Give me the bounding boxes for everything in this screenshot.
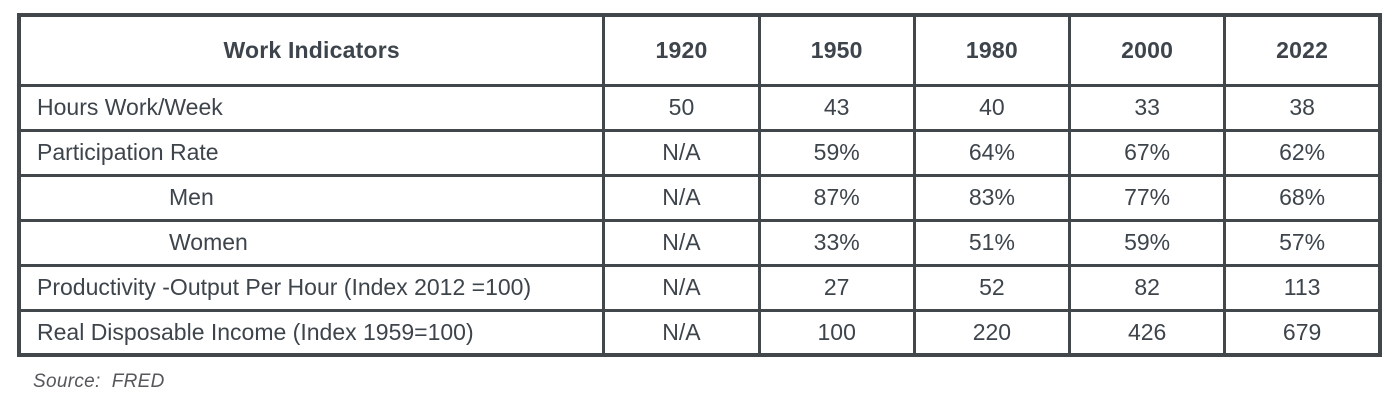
value-cell: 83% [912,173,1072,222]
table-row: Women N/A 33% 51% 59% 57% [17,218,1382,267]
source-caption: Source: FRED [33,371,165,392]
value-cell: 52 [912,263,1072,312]
value-cell: 113 [1223,263,1382,312]
row-label-cell: Men [17,173,606,222]
value-cell: 82 [1068,263,1227,312]
table-row: Participation Rate N/A 59% 64% 67% 62% [17,128,1382,177]
value-cell: 27 [757,263,916,312]
value-cell: N/A [602,263,761,312]
value-cell: 100 [757,308,916,357]
value-cell: 59% [1068,218,1227,267]
value-cell: 57% [1223,218,1382,267]
value-cell: 33 [1068,83,1227,132]
value-cell: 33% [757,218,916,267]
table-row: Productivity -Output Per Hour (Index 201… [17,263,1382,312]
value-cell: N/A [602,128,761,177]
value-cell: 50 [602,83,761,132]
row-label-cell: Hours Work/Week [17,83,606,132]
value-cell: N/A [602,218,761,267]
value-cell: 43 [757,83,916,132]
value-cell: N/A [602,308,761,357]
column-header-year: 1950 [757,13,916,87]
value-cell: 38 [1223,83,1382,132]
table-row: Men N/A 87% 83% 77% 68% [17,173,1382,222]
value-cell: 64% [912,128,1072,177]
column-header-year: 2000 [1068,13,1227,87]
value-cell: 87% [757,173,916,222]
table-row: Real Disposable Income (Index 1959=100) N… [17,308,1382,357]
column-header-year: 2022 [1223,13,1382,87]
value-cell: 68% [1223,173,1382,222]
value-cell: 220 [912,308,1072,357]
value-cell: 77% [1068,173,1227,222]
table-body: Hours Work/Week 50 43 40 33 38 Participation R… [17,83,1382,357]
column-header-indicators: Work Indicators [17,13,606,87]
table-row: Hours Work/Week 50 43 40 33 38 [17,83,1382,132]
value-cell: 67% [1068,128,1227,177]
column-header-year: 1920 [602,13,761,87]
value-cell: 679 [1223,308,1382,357]
column-header-year: 1980 [912,13,1072,87]
value-cell: 40 [912,83,1072,132]
table-header: Work Indicators 1920 1950 1980 2000 2022 [17,13,1382,87]
work-indicators-table: Work Indicators 1920 1950 1980 2000 2022 Hour… [17,13,1382,357]
value-cell: N/A [602,173,761,222]
row-label-cell: Real Disposable Income (Index 1959=100) [17,308,606,357]
value-cell: 59% [757,128,916,177]
value-cell: 62% [1223,128,1382,177]
row-label-cell: Productivity -Output Per Hour (Index 201… [17,263,606,312]
header-row: Work Indicators 1920 1950 1980 2000 2022 [17,13,1382,87]
value-cell: 51% [912,218,1072,267]
value-cell: 426 [1068,308,1227,357]
row-label-cell: Participation Rate [17,128,606,177]
row-label-cell: Women [17,218,606,267]
work-indicators-table-wrap: Work Indicators 1920 1950 1980 2000 2022 Hour… [17,13,1382,357]
